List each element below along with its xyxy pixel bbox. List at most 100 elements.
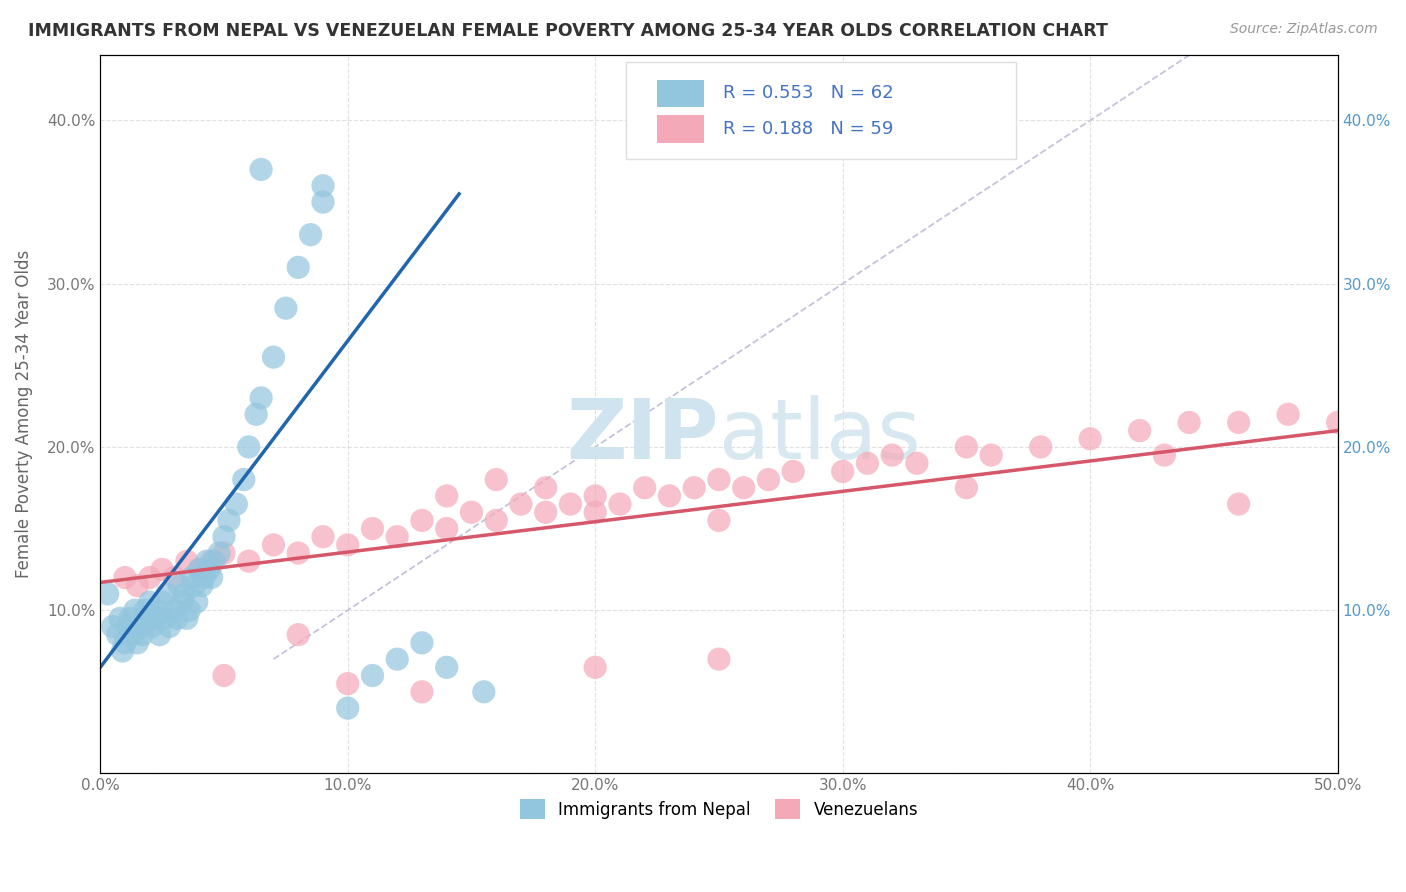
Bar [657,79,704,107]
Point [263,538,285,552]
Point [782,465,804,479]
Point [173,587,195,601]
Point [188,562,211,576]
Point [658,489,681,503]
Point [117,619,139,633]
Bar [657,115,704,143]
Point [361,522,384,536]
Point [101,619,124,633]
Point [485,513,508,527]
Point [238,554,260,568]
Point [361,668,384,682]
Point [127,579,149,593]
Point [263,350,285,364]
Point [1029,440,1052,454]
Y-axis label: Female Poverty Among 25-34 Year Olds: Female Poverty Among 25-34 Year Olds [15,250,32,578]
FancyBboxPatch shape [626,62,1017,160]
Point [201,570,224,584]
Point [707,652,730,666]
Point [114,636,136,650]
Point [212,546,235,560]
Point [460,505,482,519]
Point [510,497,533,511]
Text: Source: ZipAtlas.com: Source: ZipAtlas.com [1230,22,1378,37]
Point [411,685,433,699]
Point [127,636,149,650]
Point [166,611,188,625]
Point [136,611,159,625]
Point [245,407,267,421]
Point [218,513,240,527]
Point [124,603,146,617]
Point [387,530,409,544]
Point [707,513,730,527]
Point [250,391,273,405]
Point [955,481,977,495]
Point [683,481,706,495]
Point [287,546,309,560]
Point [156,587,179,601]
Point [336,701,359,715]
Point [312,195,335,210]
Point [1129,424,1152,438]
Point [733,481,755,495]
Point [1078,432,1101,446]
Point [609,497,631,511]
Point [170,595,193,609]
Point [146,603,169,617]
Point [159,619,181,633]
Point [108,611,131,625]
Point [150,595,173,609]
Point [583,660,606,674]
Point [111,644,134,658]
Point [128,619,150,633]
Point [485,473,508,487]
Point [411,636,433,650]
Point [274,301,297,315]
Point [436,522,458,536]
Point [560,497,582,511]
Point [150,562,173,576]
Text: IMMIGRANTS FROM NEPAL VS VENEZUELAN FEMALE POVERTY AMONG 25-34 YEAR OLDS CORRELA: IMMIGRANTS FROM NEPAL VS VENEZUELAN FEMA… [28,22,1108,40]
Point [186,595,208,609]
Point [534,481,557,495]
Point [472,685,495,699]
Point [707,473,730,487]
Point [1153,448,1175,462]
Legend: Immigrants from Nepal, Venezuelans: Immigrants from Nepal, Venezuelans [513,792,925,826]
Point [180,570,202,584]
Point [97,587,120,601]
Point [169,579,191,593]
Point [312,530,335,544]
Point [114,570,136,584]
Point [1326,416,1348,430]
Point [299,227,322,242]
Point [534,505,557,519]
Point [188,562,211,576]
Point [1178,416,1201,430]
Point [980,448,1002,462]
Point [634,481,657,495]
Point [141,619,163,633]
Point [856,456,879,470]
Point [176,554,198,568]
Point [212,668,235,682]
Point [163,570,186,584]
Point [882,448,904,462]
Point [387,652,409,666]
Point [193,570,215,584]
Point [183,579,205,593]
Point [583,505,606,519]
Text: R = 0.188   N = 59: R = 0.188 N = 59 [723,120,893,138]
Point [225,497,247,511]
Point [758,473,780,487]
Point [134,603,156,617]
Point [212,530,235,544]
Point [107,628,129,642]
Point [312,178,335,193]
Point [202,554,225,568]
Point [201,554,224,568]
Text: R = 0.553   N = 62: R = 0.553 N = 62 [723,84,893,103]
Point [250,162,273,177]
Point [831,465,853,479]
